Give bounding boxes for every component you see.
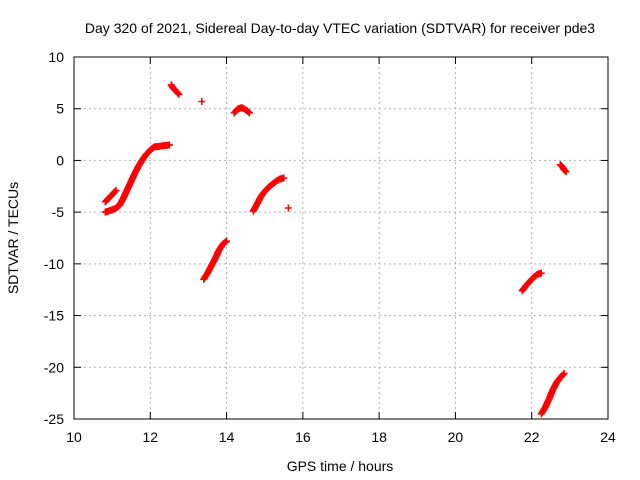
x-tick-label: 14 xyxy=(219,429,235,445)
data-point xyxy=(537,269,545,277)
data-point xyxy=(175,90,183,98)
x-tick-label: 12 xyxy=(142,429,158,445)
y-tick-label: -25 xyxy=(44,411,64,427)
axis-tick-labels: 10 12 14 16 18 20 22 24 -25 -20 -15 -10 -5 0 5 10 xyxy=(44,49,616,445)
series-arc-1c xyxy=(116,141,173,209)
data-point xyxy=(245,109,253,117)
chart-title: Day 320 of 2021, Sidereal Day-to-day VTE… xyxy=(85,20,595,36)
series-arc-5 xyxy=(230,104,253,117)
data-point xyxy=(223,237,231,245)
data-point xyxy=(280,174,288,182)
series-arc-4 xyxy=(200,237,231,283)
y-tick-label: -5 xyxy=(52,204,65,220)
series-arc-2 xyxy=(167,81,183,98)
data-point xyxy=(559,371,567,379)
data-points xyxy=(101,81,570,418)
x-tick-label: 20 xyxy=(448,429,464,445)
x-tick-label: 22 xyxy=(524,429,540,445)
data-point xyxy=(222,238,230,246)
data-point xyxy=(112,186,120,194)
data-point xyxy=(245,108,253,116)
series-arc-9 xyxy=(537,369,568,418)
x-tick-label: 10 xyxy=(66,429,82,445)
x-axis-label: GPS time / hours xyxy=(287,458,394,474)
grid-lines xyxy=(74,57,608,419)
data-point xyxy=(284,204,292,212)
series-arc-1a xyxy=(101,186,120,206)
y-tick-label: 0 xyxy=(56,152,64,168)
data-point xyxy=(165,141,173,149)
data-point xyxy=(111,187,119,195)
data-point xyxy=(562,168,570,176)
series-arc-3 xyxy=(198,97,206,105)
plot-frame xyxy=(73,56,609,420)
x-tick-label: 24 xyxy=(600,429,616,445)
y-tick-label: 5 xyxy=(56,101,64,117)
axis-ticks xyxy=(73,56,609,420)
y-tick-label: -10 xyxy=(44,256,64,272)
x-tick-label: 16 xyxy=(295,429,311,445)
y-tick-label: -20 xyxy=(44,359,64,375)
data-point xyxy=(198,97,206,105)
y-tick-label: 10 xyxy=(48,49,64,65)
y-axis-label: SDTVAR / TECUs xyxy=(5,182,21,294)
data-point xyxy=(561,167,569,175)
data-point xyxy=(560,369,568,377)
series-arc-10 xyxy=(556,161,570,176)
series-arc-8 xyxy=(518,269,545,295)
series-arc-6 xyxy=(249,174,288,215)
y-tick-label: -15 xyxy=(44,308,64,324)
series-arc-7 xyxy=(284,204,292,212)
x-tick-label: 18 xyxy=(371,429,387,445)
data-point xyxy=(174,89,182,97)
